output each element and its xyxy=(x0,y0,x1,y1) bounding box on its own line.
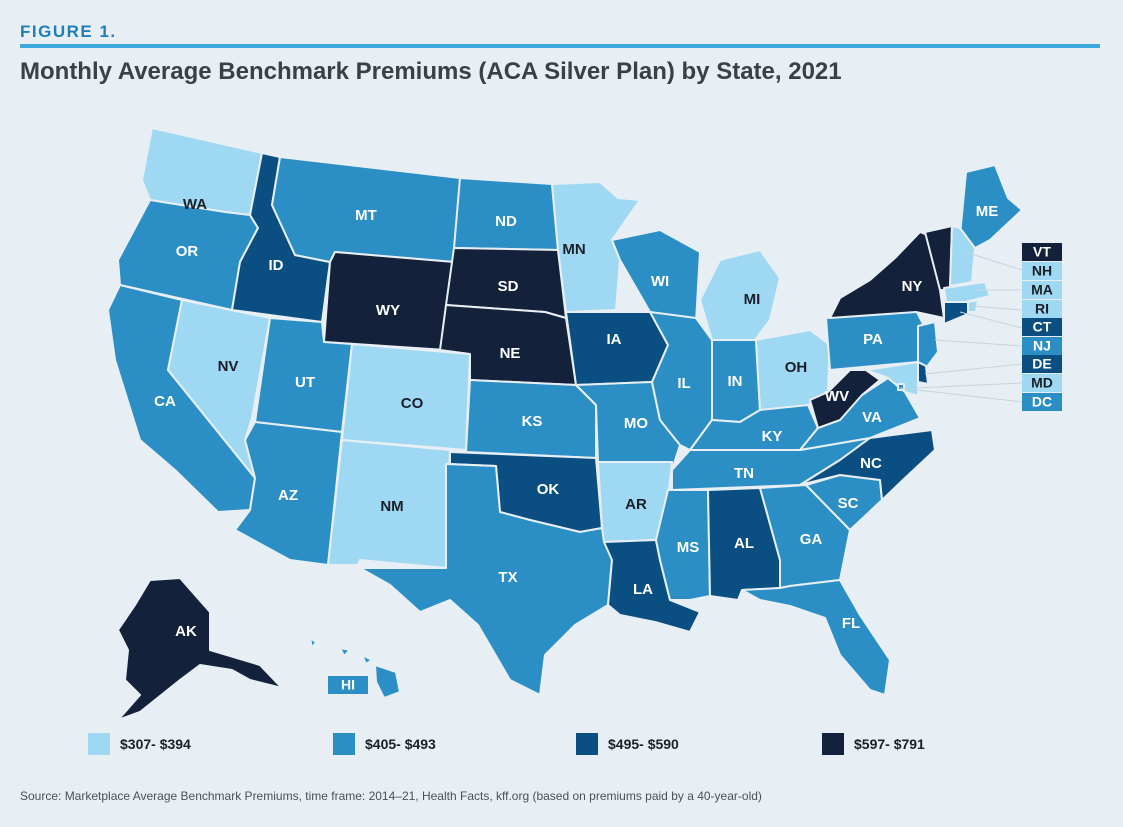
state-label-AR: AR xyxy=(625,496,647,513)
legend-swatch-4 xyxy=(822,733,844,755)
state-HI[interactable] xyxy=(309,637,401,699)
state-label-box-MD: MD xyxy=(1022,374,1062,392)
legend-swatch-1 xyxy=(88,733,110,755)
state-label-NC: NC xyxy=(860,455,882,472)
state-label-TN: TN xyxy=(734,465,754,482)
state-label-WY: WY xyxy=(376,302,400,319)
state-label-MO: MO xyxy=(624,415,648,432)
state-NJ[interactable] xyxy=(917,321,939,369)
legend-item-3: $495- $590 xyxy=(576,733,679,755)
state-label-RI: RI xyxy=(1035,301,1049,317)
state-IL[interactable] xyxy=(649,311,713,451)
state-label-UT: UT xyxy=(295,374,315,391)
legend-swatch-3 xyxy=(576,733,598,755)
state-label-KY: KY xyxy=(762,428,783,445)
state-label-KS: KS xyxy=(522,413,543,430)
state-label-IA: IA xyxy=(607,331,622,348)
figure-label: FIGURE 1. xyxy=(20,22,117,41)
state-label-NV: NV xyxy=(218,358,239,375)
state-label-MT: MT xyxy=(355,207,377,224)
state-label-AK: AK xyxy=(175,623,197,640)
state-label-box-VT: VT xyxy=(1022,243,1062,261)
state-TX[interactable] xyxy=(359,463,613,696)
legend-item-1: $307- $394 xyxy=(88,733,191,755)
state-MI[interactable] xyxy=(699,249,781,341)
state-label-NY: NY xyxy=(902,278,923,295)
state-label-box-HI: HI xyxy=(328,676,368,694)
state-label-IL: IL xyxy=(677,375,690,392)
state-label-ND: ND xyxy=(495,213,517,230)
state-label-WA: WA xyxy=(183,196,207,213)
state-label-DC: DC xyxy=(1032,394,1052,410)
state-label-HI: HI xyxy=(341,677,355,693)
state-label-NH: NH xyxy=(1032,263,1052,279)
legend-label-4: $597- $791 xyxy=(854,736,925,752)
state-label-MS: MS xyxy=(677,539,700,556)
state-label-CO: CO xyxy=(401,395,424,412)
state-AK[interactable] xyxy=(117,577,283,721)
state-label-MD: MD xyxy=(1031,375,1053,391)
state-label-SD: SD xyxy=(498,278,519,295)
legend-label-3: $495- $590 xyxy=(608,736,679,752)
state-label-SC: SC xyxy=(838,495,859,512)
legend-label-1: $307- $394 xyxy=(120,736,191,752)
state-label-box-DC: DC xyxy=(1022,393,1062,411)
state-label-DE: DE xyxy=(1032,356,1051,372)
state-label-box-NJ: NJ xyxy=(1022,337,1062,355)
state-label-OK: OK xyxy=(537,481,560,498)
state-label-MA: MA xyxy=(1031,282,1053,298)
state-label-CA: CA xyxy=(154,393,176,410)
state-label-ME: ME xyxy=(976,203,999,220)
state-label-IN: IN xyxy=(728,373,743,390)
state-label-WI: WI xyxy=(651,273,669,290)
state-label-box-RI: RI xyxy=(1022,300,1062,318)
legend-label-2: $405- $493 xyxy=(365,736,436,752)
state-label-NM: NM xyxy=(380,498,403,515)
title-rule xyxy=(20,44,1100,48)
state-label-FL: FL xyxy=(842,615,860,632)
state-label-OR: OR xyxy=(176,243,199,260)
legend-swatch-2 xyxy=(333,733,355,755)
state-label-VT: VT xyxy=(1033,244,1051,260)
state-label-OH: OH xyxy=(785,359,808,376)
state-label-AZ: AZ xyxy=(278,487,298,504)
state-label-MI: MI xyxy=(744,291,761,308)
state-label-MN: MN xyxy=(562,241,585,258)
state-label-PA: PA xyxy=(863,331,883,348)
state-label-LA: LA xyxy=(633,581,653,598)
state-WV[interactable] xyxy=(809,369,881,429)
state-label-NE: NE xyxy=(500,345,521,362)
legend-item-4: $597- $791 xyxy=(822,733,925,755)
state-MA[interactable] xyxy=(943,281,991,303)
state-label-GA: GA xyxy=(800,531,823,548)
state-FL[interactable] xyxy=(741,579,891,696)
state-label-NJ: NJ xyxy=(1033,338,1051,354)
callout-lines xyxy=(899,251,1023,403)
source-note: Source: Marketplace Average Benchmark Pr… xyxy=(20,789,762,803)
state-NH[interactable] xyxy=(949,225,976,287)
state-label-TX: TX xyxy=(498,569,517,586)
state-label-ID: ID xyxy=(269,257,284,274)
state-NC[interactable] xyxy=(799,429,936,501)
state-NM[interactable] xyxy=(327,439,451,569)
state-label-box-NH: NH xyxy=(1022,262,1062,280)
state-label-VA: VA xyxy=(862,409,882,426)
state-label-box-CT: CT xyxy=(1022,318,1062,336)
state-label-AL: AL xyxy=(734,535,754,552)
state-label-WV: WV xyxy=(825,388,849,405)
state-label-box-DE: DE xyxy=(1022,355,1062,373)
state-label-box-MA: MA xyxy=(1022,281,1062,299)
legend-item-2: $405- $493 xyxy=(333,733,436,755)
page-title: Monthly Average Benchmark Premiums (ACA … xyxy=(20,58,842,85)
state-label-CT: CT xyxy=(1033,319,1052,335)
